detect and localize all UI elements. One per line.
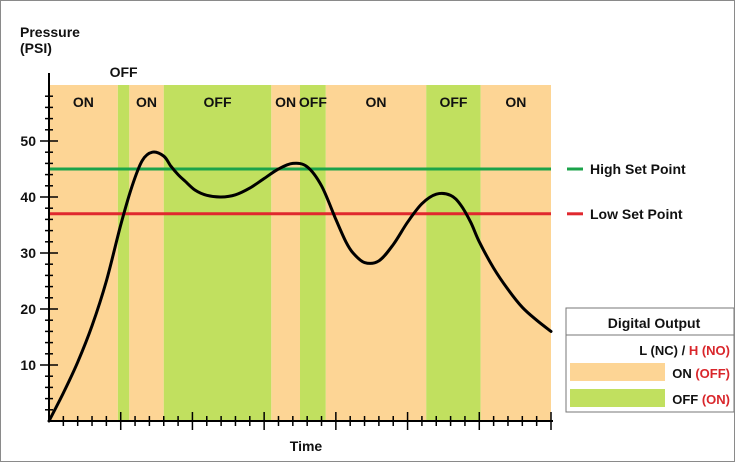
legend-off-swatch (570, 389, 665, 407)
set-point-label: Low Set Point (590, 206, 683, 222)
set-point-label: High Set Point (590, 161, 686, 177)
state-band-on (49, 85, 118, 421)
state-band-on (271, 85, 300, 421)
legend-on-swatch (570, 363, 665, 381)
state-band-off (163, 85, 272, 421)
legend-mode-l: L (NC) / (639, 343, 689, 358)
state-label: OFF (110, 64, 138, 80)
pressure-curve (47, 150, 553, 423)
y-tick-label: 10 (20, 357, 36, 373)
state-bands (49, 85, 551, 421)
y-axis-title-line1: Pressure (20, 24, 80, 40)
y-axis-title-line2: (PSI) (20, 40, 52, 56)
state-label: OFF (299, 94, 327, 110)
state-band-on (325, 85, 427, 421)
y-tick-label: 50 (20, 133, 36, 149)
legend-off-label: OFF (ON) (672, 392, 730, 407)
legend-title: Digital Output (608, 315, 701, 331)
state-label: OFF (204, 94, 232, 110)
y-tick-label: 30 (20, 245, 36, 261)
digital-output-legend: Digital Output L (NC) / H (NO) ON (OFF) … (565, 307, 734, 413)
y-tick-label: 20 (20, 301, 36, 317)
state-label: ON (366, 94, 387, 110)
pressure-curve-group (47, 150, 553, 423)
state-label: OFF (439, 94, 467, 110)
state-band-off (426, 85, 481, 421)
state-band-off (300, 85, 326, 421)
legend-mode-h: H (NO) (689, 343, 730, 358)
legend-on-label: ON (OFF) (672, 366, 730, 381)
state-band-on (129, 85, 164, 421)
x-axis-title: Time (290, 438, 323, 454)
state-band-off (117, 85, 130, 421)
axes: 10 20 30 40 50 (20, 73, 553, 430)
legend-mode-label: L (NC) / H (NO) (639, 343, 730, 358)
y-tick-label: 40 (20, 189, 36, 205)
state-band-on (480, 85, 551, 421)
state-label: ON (275, 94, 296, 110)
state-label: ON (136, 94, 157, 110)
state-label: ON (73, 94, 94, 110)
state-label: ON (505, 94, 526, 110)
